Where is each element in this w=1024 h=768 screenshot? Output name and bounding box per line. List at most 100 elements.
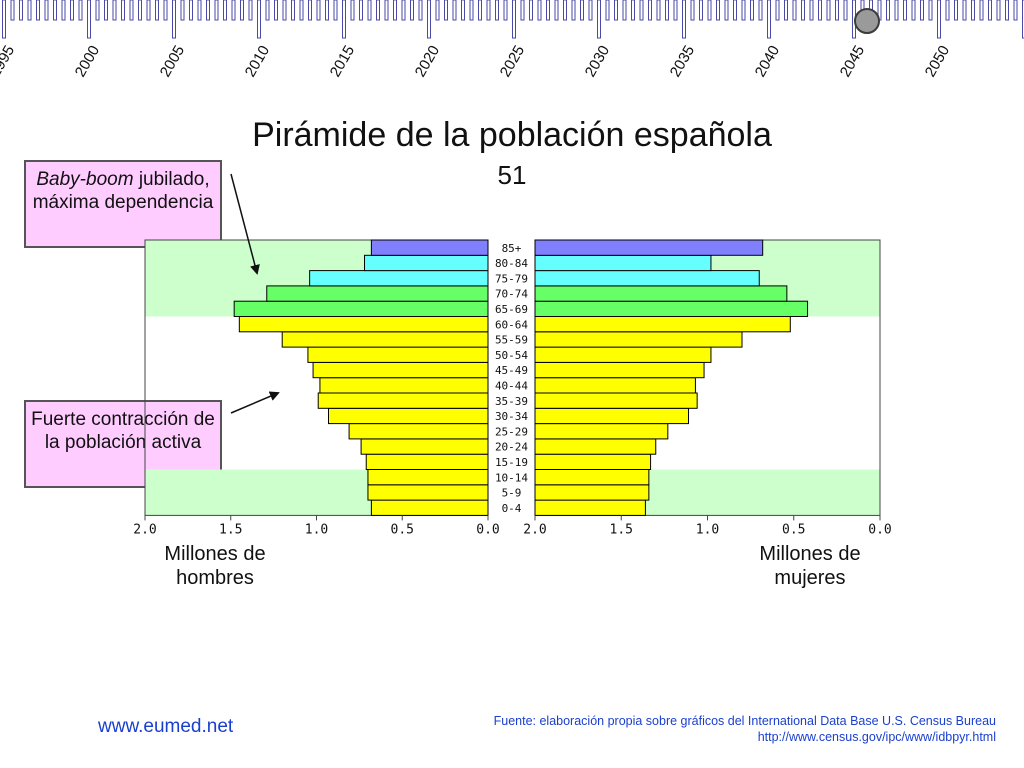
age-label: 75-79 [495,272,528,285]
timeline-minor-tick [792,0,797,21]
tick-label-women: 1.5 [610,522,633,537]
age-label: 15-19 [495,456,528,469]
timeline-minor-tick [563,0,567,21]
timeline-minor-tick [155,0,159,21]
timeline-minor-tick [350,0,355,21]
timeline-major-tick [2,0,6,39]
bar-women-35-39 [534,392,698,409]
age-label: 60-64 [495,318,528,331]
timeline-minor-tick [418,0,423,21]
timeline-minor-tick [231,0,236,21]
timeline-minor-tick [554,0,559,21]
bar-men-45-49 [312,361,489,379]
bar-women-50-54 [534,346,712,363]
annotation-baby-boom-text: jubilado, máxima dependencia [32,169,214,213]
bar-women-70-74 [534,285,788,302]
age-label: 50-54 [495,349,528,362]
timeline-minor-tick [648,0,652,21]
age-label: 70-74 [495,288,528,301]
bar-men-55-59 [281,331,489,348]
bar-men-70-74 [266,285,489,302]
timeline-slider[interactable]: 1995 2000 2005 2010 2015 2020 2025 2030 2035 2040… [0,0,1024,90]
source-line-2[interactable]: http://www.census.gov/ipc/www/idbpyr.htm… [757,730,996,744]
timeline-major-tick [342,0,346,39]
bar-men-35-39 [317,392,489,409]
timeline-minor-tick [656,0,661,21]
timeline-minor-tick [376,0,380,21]
timeline-major-tick [427,0,431,39]
timeline-minor-tick [393,0,397,21]
timeline-minor-tick [588,0,593,21]
timeline-minor-tick [809,0,814,21]
bar-men-30-34 [328,407,489,425]
timeline-minor-tick [333,0,338,21]
timeline-minor-tick [699,0,703,21]
age-label: 35-39 [495,395,528,408]
bar-men-75-79 [309,270,489,287]
bar-men-60-64 [238,316,489,333]
site-link[interactable]: www.eumed.net [98,716,234,737]
timeline-minor-tick [452,0,457,21]
timeline-minor-tick [121,0,125,21]
timeline-minor-tick [622,0,627,21]
timeline-minor-tick [520,0,525,21]
timeline-minor-tick [104,0,108,21]
arrow-contraction [230,391,280,414]
bar-women-55-59 [534,331,743,348]
age-label: 25-29 [495,425,528,438]
timeline-minor-tick [112,0,117,21]
timeline-minor-tick [843,0,848,21]
bar-women-40-44 [534,377,696,394]
timeline-minor-tick [920,0,924,21]
timeline-minor-tick [903,0,907,21]
timeline-minor-tick [639,0,644,21]
timeline-minor-tick [325,0,329,21]
bar-men-15-19 [365,453,489,471]
bar-men-10-14 [367,469,489,486]
timeline-minor-tick [631,0,635,21]
arrow-baby-boom [230,173,260,275]
timeline-minor-tick [835,0,839,21]
tick-label-women: 0.0 [868,522,891,537]
timeline-minor-tick [282,0,287,21]
age-label: 30-34 [495,410,528,423]
timeline-minor-tick [44,0,49,21]
timeline-minor-tick [299,0,304,21]
annotation-contraction-text: Fuerte contracción de la población activ… [31,409,215,453]
timeline-major-tick [172,0,176,39]
timeline-major-tick [682,0,686,39]
timeline-minor-tick [61,0,66,21]
age-label: 10-14 [495,471,528,484]
timeline-minor-tick [775,0,780,21]
bar-women-0-4 [534,499,646,516]
timeline-major-tick [257,0,261,39]
timeline-minor-tick [291,0,295,21]
bar-men-65-69 [233,300,489,318]
timeline-minor-tick [223,0,227,21]
bar-women-75-79 [534,270,760,287]
bar-women-45-49 [534,361,705,379]
bar-men-25-29 [348,423,489,440]
timeline-minor-tick [410,0,414,21]
timeline-minor-tick [19,0,23,21]
timeline-minor-tick [189,0,193,21]
age-label: 40-44 [495,380,528,393]
bar-women-65-69 [534,300,809,318]
bar-men-40-44 [319,377,489,394]
tick-label-men: 1.0 [305,522,328,537]
timeline-minor-tick [580,0,584,21]
timeline-major-tick [87,0,91,39]
timeline-knob[interactable] [854,8,880,34]
timeline-minor-tick [962,0,967,21]
timeline-minor-tick [384,0,389,21]
timeline-minor-tick [988,0,992,21]
timeline-minor-tick [401,0,406,21]
slide-number: 51 [497,160,527,190]
source-credit: Fuente: elaboración propia sobre gráfico… [494,713,996,745]
timeline-minor-tick [36,0,40,21]
bar-men-0-4 [370,499,489,516]
age-label: 65-69 [495,303,528,316]
timeline-minor-tick [435,0,440,21]
annotation-baby-boom: Baby-boom jubilado, máxima dependencia [24,160,222,248]
